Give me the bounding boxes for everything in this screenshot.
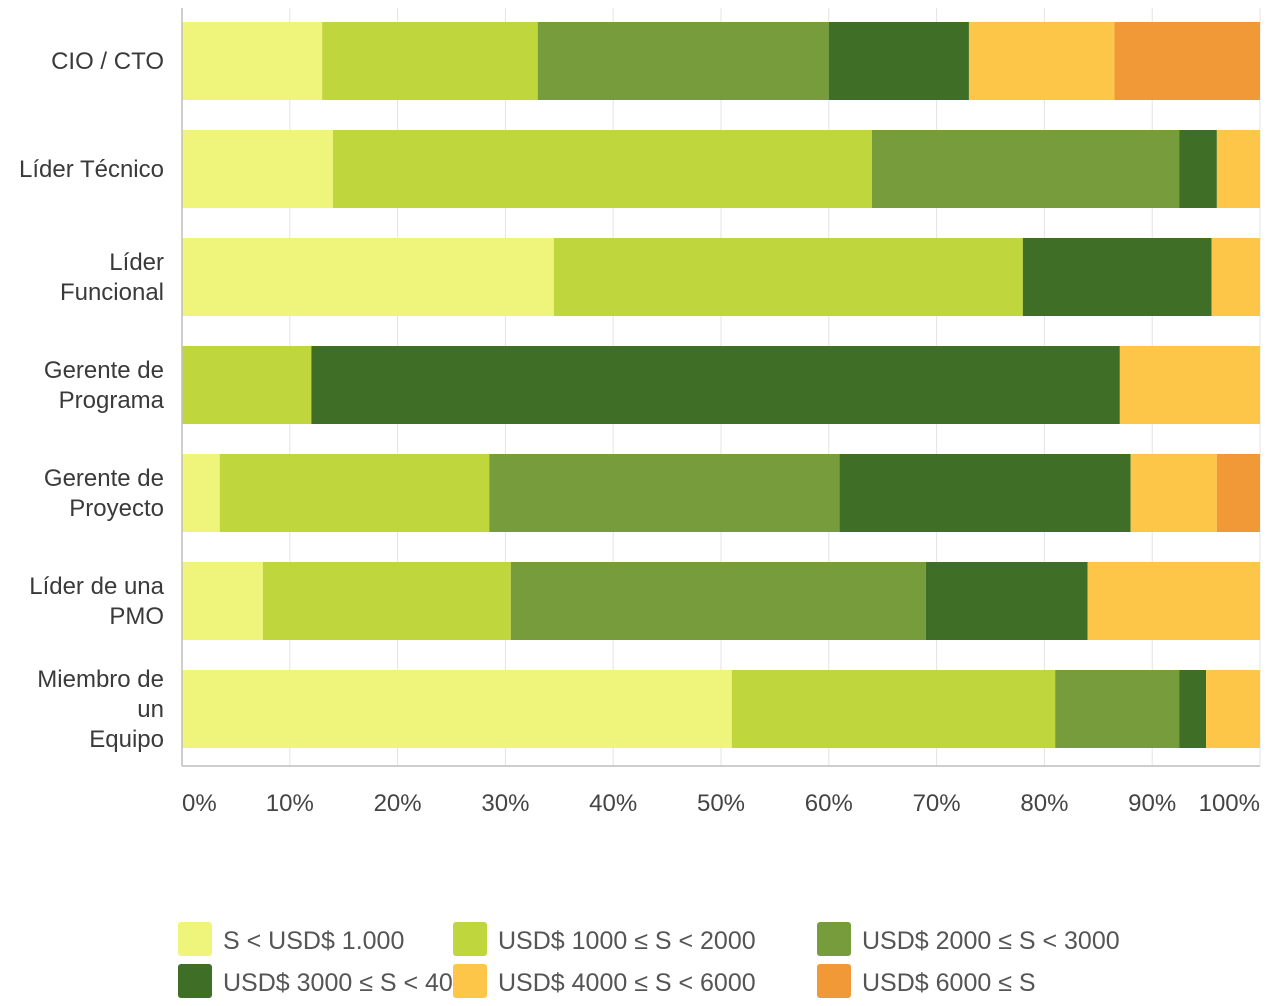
bar-segment-5: [1216, 130, 1260, 208]
bar-segment-2: [322, 22, 538, 100]
bar-segment-4: [1022, 238, 1212, 316]
category-label: Equipo: [89, 726, 164, 753]
category-label: Gerente de: [44, 465, 164, 492]
bar-segment-5: [1087, 562, 1260, 640]
bar-segment-2: [553, 238, 1023, 316]
bar-segment-2: [262, 562, 511, 640]
legend-swatch: [817, 922, 851, 956]
bar-segment-3: [871, 130, 1180, 208]
x-tick-label: 20%: [374, 790, 422, 817]
category-label: Funcional: [60, 279, 164, 306]
legend-label: USD$ 3000 ≤ S < 4000: [223, 969, 481, 997]
x-tick-label: 100%: [1199, 790, 1260, 817]
x-tick-label: 70%: [913, 790, 961, 817]
bar-segment-1: [182, 22, 323, 100]
category-label: Miembro de: [37, 666, 164, 693]
bar-segment-6: [1114, 22, 1260, 100]
legend-label: USD$ 2000 ≤ S < 3000: [862, 927, 1120, 955]
category-label: Líder Técnico: [19, 156, 164, 183]
category-label: Gerente de: [44, 357, 164, 384]
bar-segment-1: [182, 454, 220, 532]
legend-swatch: [178, 922, 212, 956]
bar-segment-2: [219, 454, 490, 532]
bar-segment-2: [332, 130, 872, 208]
bar-segment-5: [1119, 346, 1260, 424]
legend-label: USD$ 1000 ≤ S < 2000: [498, 927, 756, 955]
bar-segment-3: [537, 22, 829, 100]
x-tick-label: 60%: [805, 790, 853, 817]
x-tick-label: 0%: [182, 790, 217, 817]
x-tick-label: 90%: [1128, 790, 1176, 817]
bar-segment-4: [828, 22, 969, 100]
bar-segment-2: [731, 670, 1056, 748]
legend: S < USD$ 1.000 USD$ 1000 ≤ S < 2000 USD$ 2…: [178, 922, 1120, 998]
bar-segment-5: [1130, 454, 1217, 532]
bar-segment-3: [489, 454, 840, 532]
bar-segment-5: [1211, 238, 1260, 316]
legend-swatch: [178, 964, 212, 998]
bar-segment-1: [182, 238, 554, 316]
bar-segment-5: [1206, 670, 1260, 748]
x-tick-label: 10%: [266, 790, 314, 817]
bar-segment-6: [1216, 454, 1260, 532]
legend-swatch: [817, 964, 851, 998]
bar-segment-5: [968, 22, 1115, 100]
legend-label: USD$ 6000 ≤ S: [862, 969, 1036, 997]
x-tick-label: 40%: [589, 790, 637, 817]
category-label: Programa: [59, 387, 165, 414]
category-label: CIO / CTO: [51, 48, 164, 75]
bar-segment-2: [182, 346, 312, 424]
category-label: PMO: [109, 603, 164, 630]
category-label: Líder de una: [29, 573, 164, 600]
bar-segment-4: [311, 346, 1120, 424]
bar-segment-1: [182, 562, 263, 640]
category-label: Proyecto: [69, 495, 164, 522]
category-label: un: [137, 696, 164, 723]
bar-segment-1: [182, 130, 333, 208]
bar-segment-1: [182, 670, 732, 748]
category-label: Líder: [109, 249, 164, 276]
bar-segment-4: [1179, 670, 1207, 748]
axes: 0% 10% 20% 30% 40% 50% 60% 70% 80% 90% 100% CIO / C…: [19, 8, 1260, 817]
legend-swatch: [453, 964, 487, 998]
legend-swatch: [453, 922, 487, 956]
legend-label: USD$ 4000 ≤ S < 6000: [498, 969, 756, 997]
x-tick-label: 30%: [481, 790, 529, 817]
x-tick-label: 50%: [697, 790, 745, 817]
bar-segment-4: [925, 562, 1088, 640]
bar-segment-4: [839, 454, 1131, 532]
legend-label: S < USD$ 1.000: [223, 927, 404, 955]
bars: [182, 22, 1260, 748]
bar-segment-3: [1055, 670, 1180, 748]
x-tick-label: 80%: [1020, 790, 1068, 817]
bar-segment-3: [510, 562, 926, 640]
bar-segment-4: [1179, 130, 1217, 208]
